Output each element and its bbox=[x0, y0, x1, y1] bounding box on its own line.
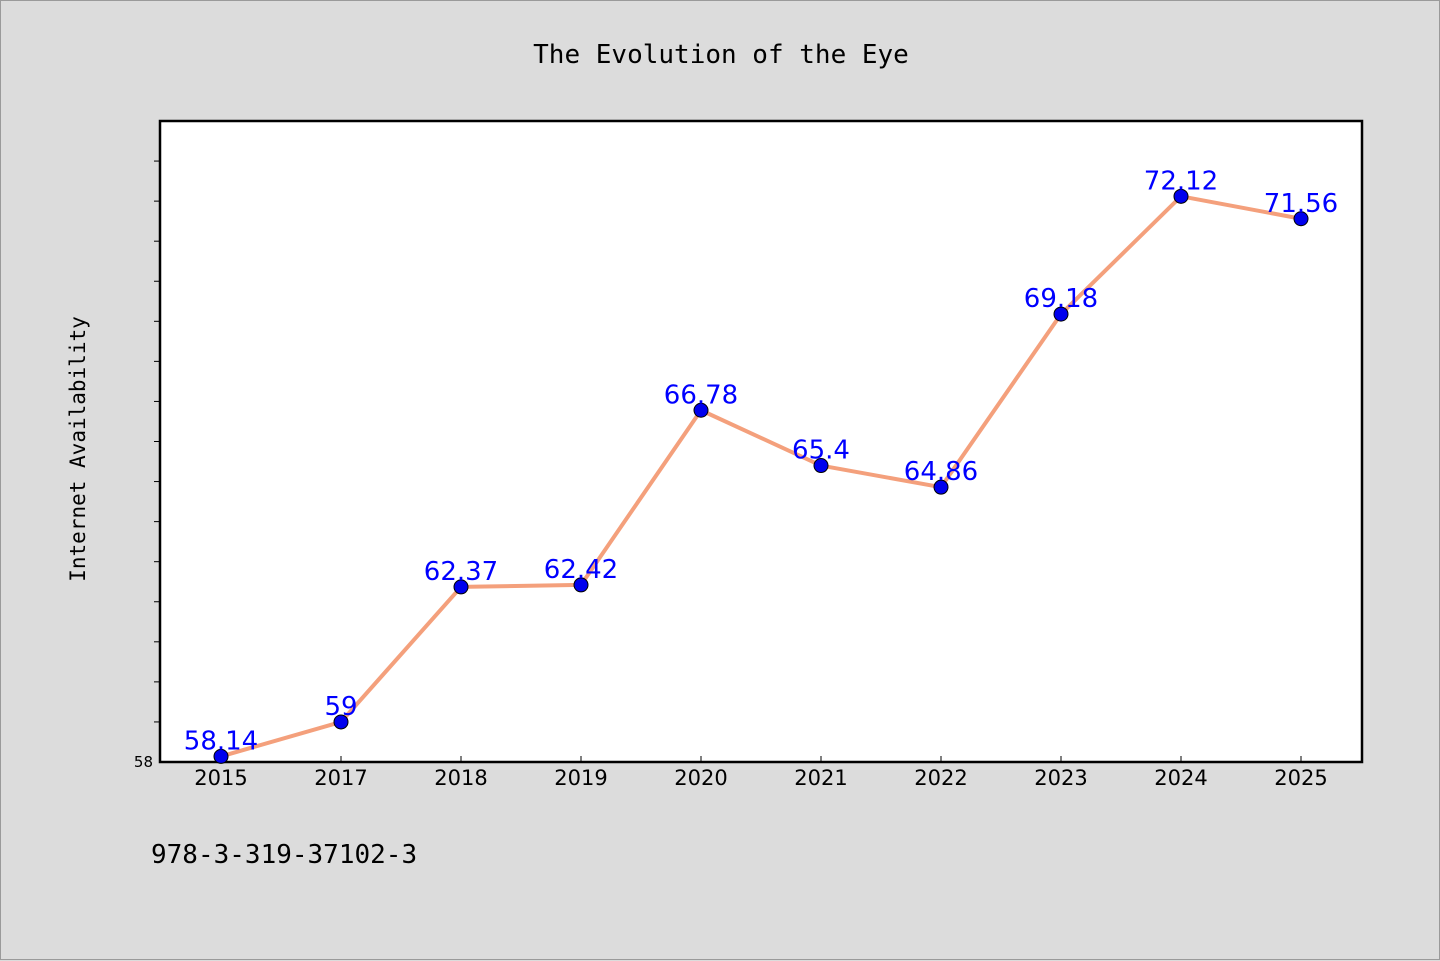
series-line bbox=[220, 194, 1302, 759]
x-tick-label: 2018 bbox=[434, 766, 487, 790]
data-point bbox=[813, 458, 829, 474]
x-tick-label: 2023 bbox=[1034, 766, 1087, 790]
data-point bbox=[333, 714, 349, 730]
x-tick-label: 2021 bbox=[794, 766, 847, 790]
data-point bbox=[933, 479, 949, 495]
data-point bbox=[213, 748, 229, 764]
y-axis-ticks bbox=[154, 160, 160, 723]
data-point bbox=[1173, 188, 1189, 204]
data-label: 65.4 bbox=[792, 436, 850, 466]
x-tick-label: 2025 bbox=[1274, 766, 1327, 790]
x-tick-label: 2017 bbox=[314, 766, 367, 790]
data-label: 62.42 bbox=[544, 555, 618, 585]
plot-area bbox=[158, 119, 1364, 764]
data-label: 64.86 bbox=[904, 457, 978, 487]
data-point bbox=[1053, 306, 1069, 322]
x-tick-label: 2024 bbox=[1154, 766, 1207, 790]
data-label: 66.78 bbox=[664, 380, 738, 410]
chart-title: The Evolution of the Eye bbox=[533, 40, 909, 70]
data-label: 59 bbox=[324, 692, 357, 722]
data-label: 58.14 bbox=[184, 726, 258, 756]
data-labels: 58.14 59 62.37 62.42 66.78 65.4 64.86 69.18 72.1… bbox=[184, 166, 1338, 756]
series-markers bbox=[213, 188, 1309, 764]
data-point bbox=[693, 402, 709, 418]
data-label: 62.37 bbox=[424, 557, 498, 587]
isbn-text: 978-3-319-37102-3 bbox=[151, 840, 417, 870]
x-tick-label: 2019 bbox=[554, 766, 607, 790]
data-point bbox=[1293, 211, 1309, 227]
y-axis-label: Internet Availability bbox=[66, 316, 90, 582]
x-tick-label: 2015 bbox=[194, 766, 247, 790]
y-tick-label: 58 bbox=[134, 753, 153, 771]
x-tick-label: 2022 bbox=[914, 766, 967, 790]
x-axis: 2015 2017 2018 2019 2020 2021 2022 2023 2024 2025 bbox=[194, 756, 1328, 790]
x-tick-label: 2020 bbox=[674, 766, 727, 790]
data-label: 69.18 bbox=[1024, 284, 1098, 314]
data-label: 72.12 bbox=[1144, 166, 1218, 196]
data-point bbox=[453, 579, 469, 595]
data-point bbox=[573, 577, 589, 593]
data-label: 71.56 bbox=[1264, 189, 1338, 219]
